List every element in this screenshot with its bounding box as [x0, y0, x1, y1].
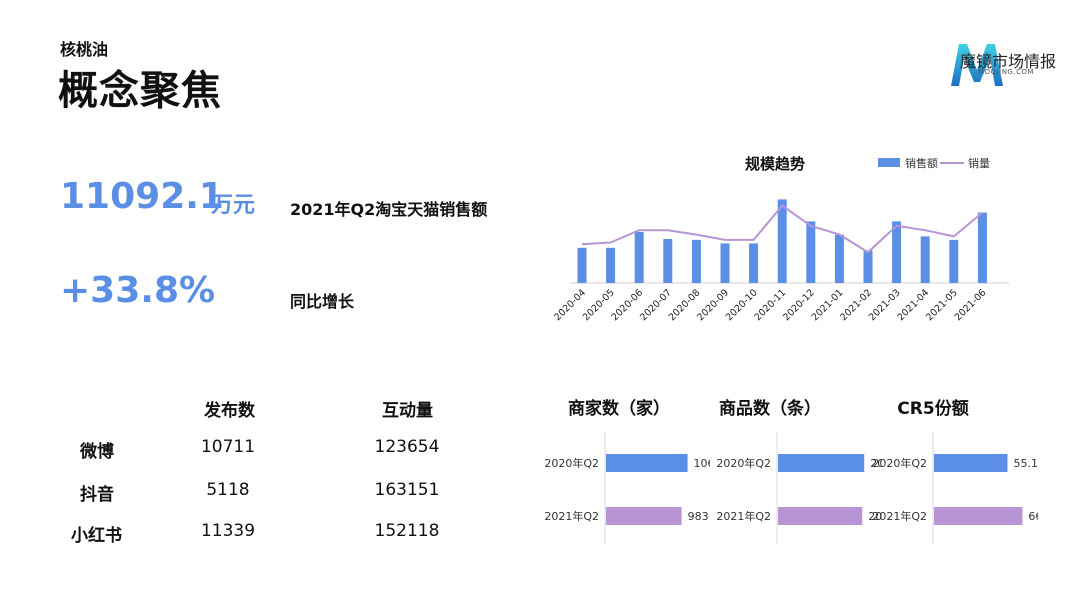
bar-sales [663, 239, 673, 283]
data-label: 983 [688, 510, 709, 523]
data-label: 2069 [870, 457, 882, 470]
row-label-xiaohongshu: 小红书 [71, 526, 122, 546]
m-logo-icon [951, 44, 1003, 86]
sales-label: 2021年Q2淘宝天猫销售额 [290, 200, 488, 219]
bar-sales [920, 236, 930, 283]
line-volume [581, 204, 984, 254]
merchants-chart: 2020年Q2 1060 2021年Q2 983 [544, 432, 710, 544]
bar-sales [949, 239, 959, 283]
category-label: 2021年Q2 [716, 509, 771, 523]
sales-unit: 万元 [211, 193, 256, 218]
bar-sales [777, 199, 787, 283]
growth-label: 同比增长 [290, 292, 355, 311]
sales-value: 11092.1 [60, 176, 224, 217]
x-tick-label: 2021-06 [953, 287, 989, 323]
logo-url: MOOJING.COM [978, 68, 1035, 76]
bar [778, 454, 865, 472]
category-label: 2020年Q2 [872, 456, 927, 470]
bar-sales [806, 221, 816, 283]
bar-sales [892, 221, 902, 283]
table-cell: 10711 [200, 437, 256, 457]
data-label: 66.3% [1028, 510, 1038, 523]
category-label: 2020年Q2 [716, 456, 771, 470]
page-title: 概念聚焦 [58, 68, 222, 114]
trend-chart: 规模趋势 销售额 销量2020-042020-052020-062020-07202… [552, 155, 1009, 323]
category-label: 2020年Q2 [544, 456, 599, 470]
bar [778, 507, 863, 525]
table-cell: 152118 [374, 521, 440, 541]
data-label: 1060 [694, 457, 710, 470]
bar [606, 507, 682, 525]
cr5-chart: 2020年Q2 55.1% 2021年Q2 66.3% [872, 432, 1038, 544]
row-label-weibo: 微博 [80, 442, 114, 462]
data-label: 2021 [868, 510, 882, 523]
table-cell: 123654 [374, 437, 440, 457]
table-cell: 11339 [200, 521, 256, 541]
table-cell: 163151 [374, 480, 440, 500]
products-chart: 2020年Q2 2069 2021年Q2 2021 [716, 432, 882, 544]
legend-label-sales: 销售额 [905, 156, 938, 170]
bar [934, 507, 1023, 525]
bar-sales [863, 250, 873, 283]
bar [934, 454, 1008, 472]
bar [606, 454, 688, 472]
category-label: 2021年Q2 [544, 509, 599, 523]
category-label: 2021年Q2 [872, 509, 927, 523]
legend-swatch-sales [878, 158, 900, 167]
merchants-chart-title: 商家数（家） [568, 399, 670, 419]
column-header-interactions: 互动量 [382, 401, 433, 421]
bar-sales [749, 243, 759, 283]
bar-sales [606, 247, 616, 283]
bar-sales [691, 239, 701, 283]
legend-label-volume: 销量 [968, 156, 990, 170]
bar-sales [834, 234, 844, 283]
products-chart-title: 商品数（条） [719, 399, 821, 419]
bar-sales [634, 231, 644, 283]
trend-chart-title: 规模趋势 [745, 155, 805, 173]
row-label-douyin: 抖音 [80, 485, 114, 505]
growth-value: +33.8% [60, 270, 216, 311]
data-label: 55.1% [1013, 457, 1038, 470]
table-cell: 5118 [206, 480, 250, 500]
page-subtitle: 核桃油 [60, 40, 109, 59]
cr5-chart-title: CR5份额 [897, 399, 969, 419]
logo-name: 魔镜市场情报 [960, 52, 1057, 71]
bar-sales [977, 212, 987, 283]
column-header-posts: 发布数 [204, 401, 255, 421]
bar-sales [577, 247, 587, 283]
bar-sales [720, 243, 730, 283]
